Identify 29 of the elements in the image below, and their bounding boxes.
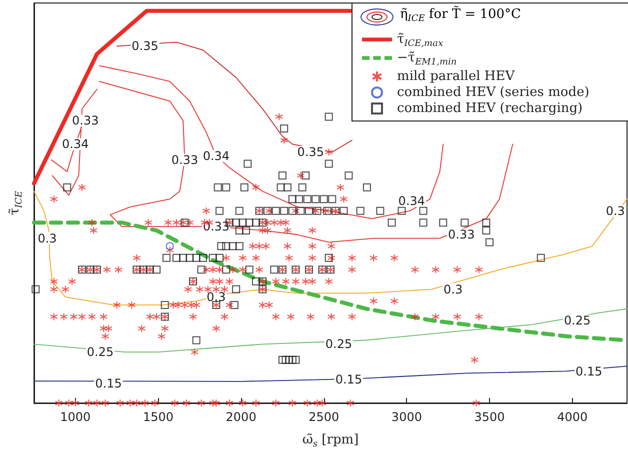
annotation: 0.3 [444, 282, 463, 296]
x-tick-label: 4000 [557, 410, 588, 424]
legend-label: mild parallel HEV [397, 69, 516, 84]
y-axis-title: τ̃ICE [8, 190, 24, 216]
annotation: 0.3 [206, 290, 226, 304]
x-tick-label: 3000 [391, 410, 422, 424]
annotation: 0.3 [38, 231, 57, 246]
annotation: 0.34 [398, 194, 426, 208]
annotation: 0.33 [171, 152, 198, 167]
annotation: 0.15 [576, 364, 602, 379]
x-tick-label: 1500 [142, 410, 174, 424]
x-tick-label: 2000 [226, 410, 256, 424]
x-tick-label: 1000 [60, 410, 91, 424]
annotation: 0.25 [325, 337, 352, 352]
legend-label: combined HEV (recharging) [397, 101, 583, 116]
annotation: 0.34 [62, 137, 89, 152]
annotation: 0.15 [95, 376, 122, 390]
annotation: 0.33 [72, 114, 99, 128]
x-tick-label: 3500 [474, 410, 505, 424]
legend-label: combined HEV (series mode) [397, 85, 590, 100]
annotation: 0.25 [86, 345, 114, 360]
x-tick-label: 2500 [308, 410, 340, 424]
annotation: 0.15 [335, 372, 362, 386]
annotation: 0.3 [606, 204, 625, 218]
annotation: 0.34 [202, 148, 230, 163]
annotation: 0.33 [448, 227, 475, 242]
annotation: 0.25 [564, 314, 591, 328]
annotation: 0.35 [132, 39, 158, 54]
annotation: 0.35 [297, 145, 324, 160]
